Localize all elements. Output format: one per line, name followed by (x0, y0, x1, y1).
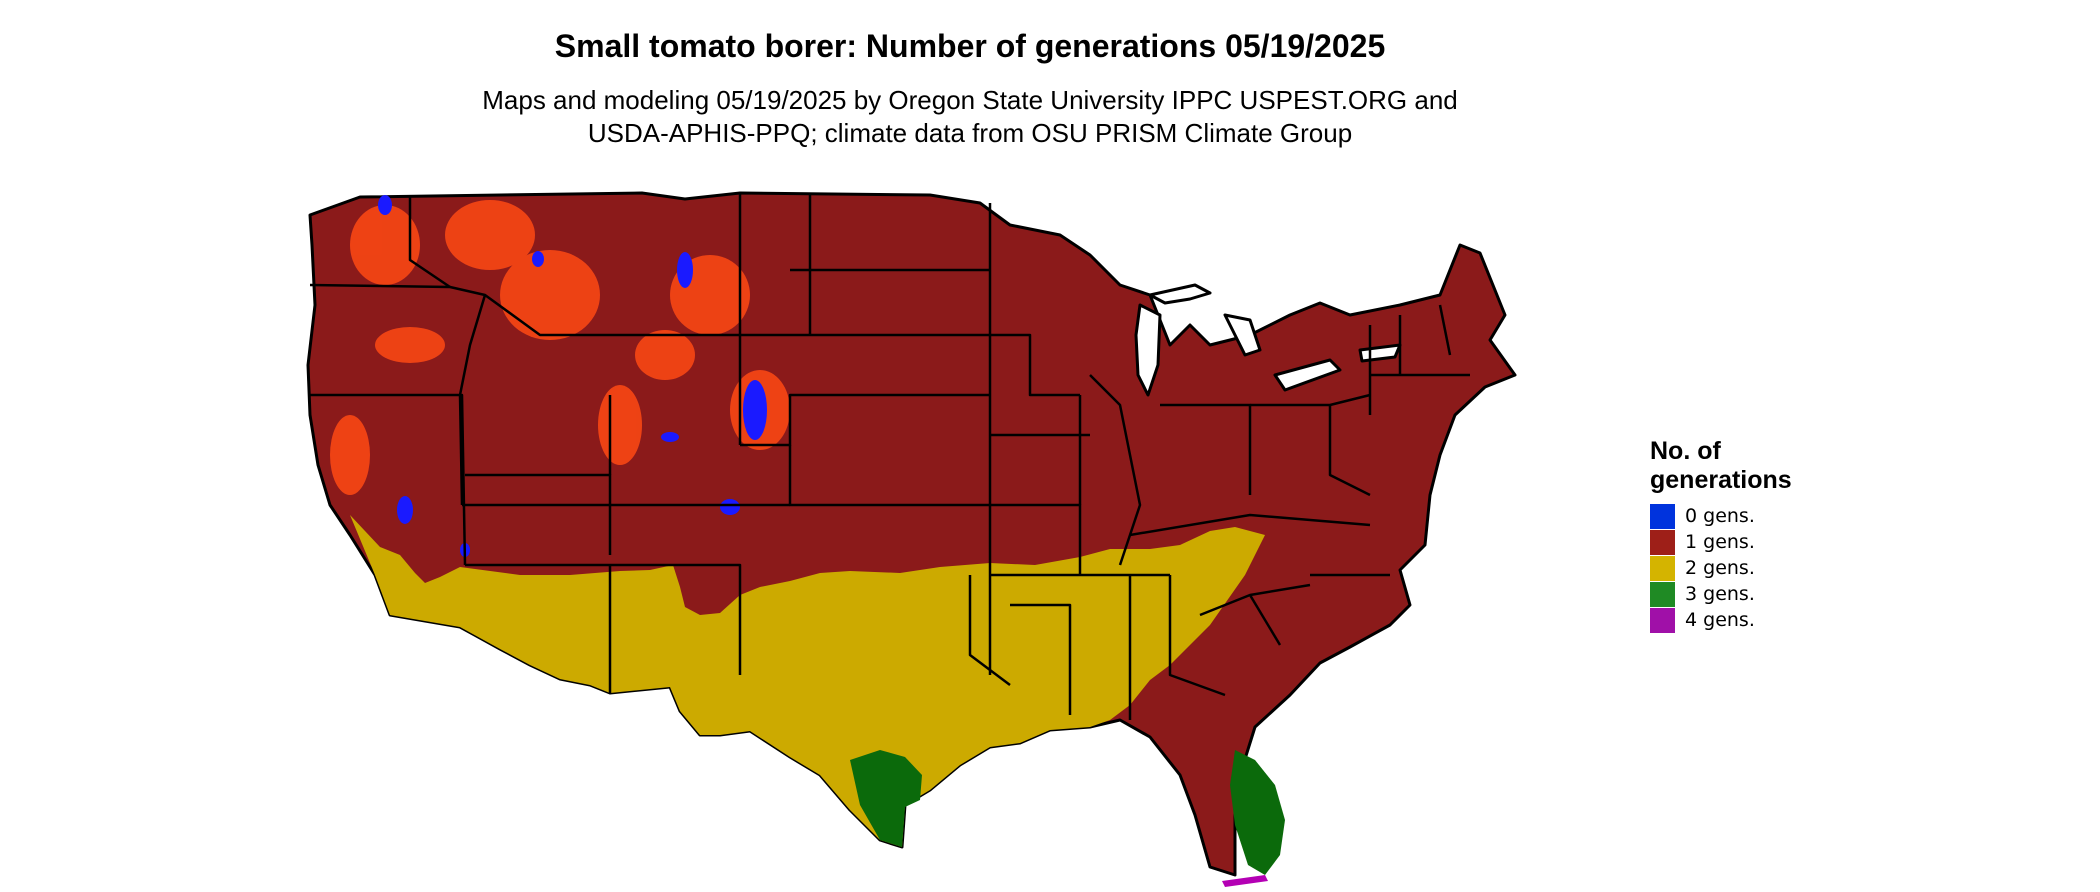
legend-item: 4 gens. (1650, 607, 1792, 633)
map-subtitle: Maps and modeling 05/19/2025 by Oregon S… (0, 84, 1940, 150)
legend-title-line-2: generations (1650, 466, 1792, 494)
subtitle-line-2: USDA-APHIS-PPQ; climate data from OSU PR… (587, 118, 1353, 148)
legend-item: 0 gens. (1650, 503, 1792, 529)
four-generation-keys (1222, 875, 1268, 887)
legend-swatch (1650, 503, 1675, 529)
legend-swatch (1650, 581, 1675, 607)
three-generation-florida (1230, 750, 1285, 875)
legend-label: 0 gens. (1685, 505, 1755, 527)
subtitle-line-1: Maps and modeling 05/19/2025 by Oregon S… (482, 85, 1458, 115)
generations-legend: No. of generations 0 gens. 1 gens. 2 gen… (1650, 437, 1792, 633)
legend-swatch (1650, 529, 1675, 555)
zero-generation-patches (378, 195, 767, 557)
three-generation-texas (850, 750, 922, 847)
legend-label: 3 gens. (1685, 583, 1755, 605)
legend-swatch (1650, 607, 1675, 633)
legend-label: 4 gens. (1685, 609, 1755, 631)
state-borders (309, 193, 1470, 720)
legend-swatch (1650, 555, 1675, 581)
highland-areas (330, 200, 790, 495)
legend-title-line-1: No. of (1650, 437, 1721, 465)
two-generation-zone (350, 515, 1265, 847)
legend-item: 2 gens. (1650, 555, 1792, 581)
us-generations-map (306, 191, 1517, 887)
map-title: Small tomato borer: Number of generation… (554, 28, 1386, 64)
legend-item: 3 gens. (1650, 581, 1792, 607)
legend-title: No. of generations (1650, 437, 1792, 495)
legend-item: 1 gens. (1650, 529, 1792, 555)
legend-label: 1 gens. (1685, 531, 1755, 553)
legend-label: 2 gens. (1685, 557, 1755, 579)
